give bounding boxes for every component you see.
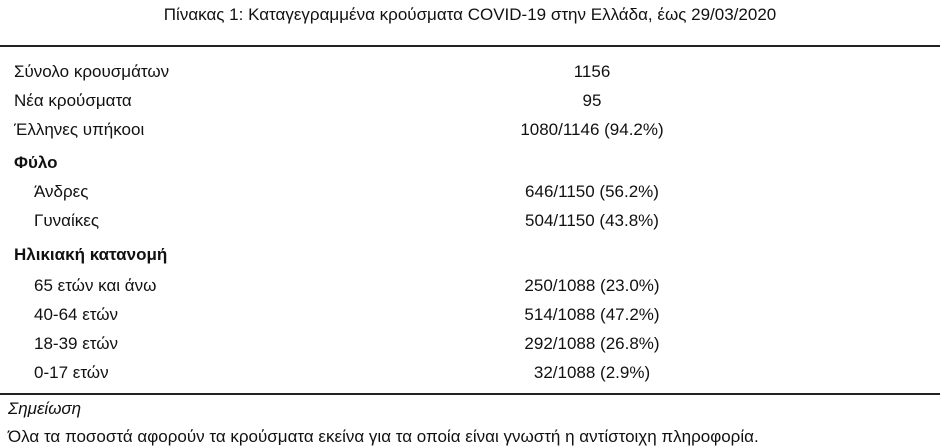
row-label: Νέα κρούσματα (14, 91, 132, 110)
table-title: Πίνακας 1: Καταγεγραμμένα κρούσματα COVI… (163, 5, 777, 24)
section-header-age: Ηλικιακή κατανομή (14, 245, 168, 264)
row-label: Σύνολο κρουσμάτων (14, 62, 170, 81)
row-value: 1080/1146 (94.2%) (520, 120, 664, 139)
note-text: Όλα τα ποσοστά αφορούν τα κρούσματα εκεί… (8, 427, 759, 446)
row-value: 504/1150 (43.8%) (525, 211, 659, 230)
row-label: 40-64 ετών (34, 305, 119, 324)
bottom-rule (0, 393, 940, 395)
row-value: 1156 (573, 62, 611, 81)
row-value: 95 (582, 91, 602, 110)
row-label: 18-39 ετών (34, 334, 119, 353)
note-heading: Σημείωση (8, 399, 82, 418)
row-label: 65 ετών και άνω (34, 276, 157, 295)
row-value: 646/1150 (56.2%) (525, 182, 659, 201)
row-label: 0-17 ετών (34, 363, 109, 382)
row-label: Γυναίκες (34, 211, 100, 230)
row-value: 250/1088 (23.0%) (524, 276, 660, 295)
section-header-sex: Φύλο (14, 153, 58, 172)
row-value: 514/1088 (47.2%) (524, 305, 660, 324)
row-value: 32/1088 (2.9%) (533, 363, 651, 382)
row-value: 292/1088 (26.8%) (524, 334, 660, 353)
row-label: Άνδρες (34, 182, 89, 201)
top-rule (0, 45, 940, 47)
row-label: Έλληνες υπήκοοι (14, 120, 145, 139)
